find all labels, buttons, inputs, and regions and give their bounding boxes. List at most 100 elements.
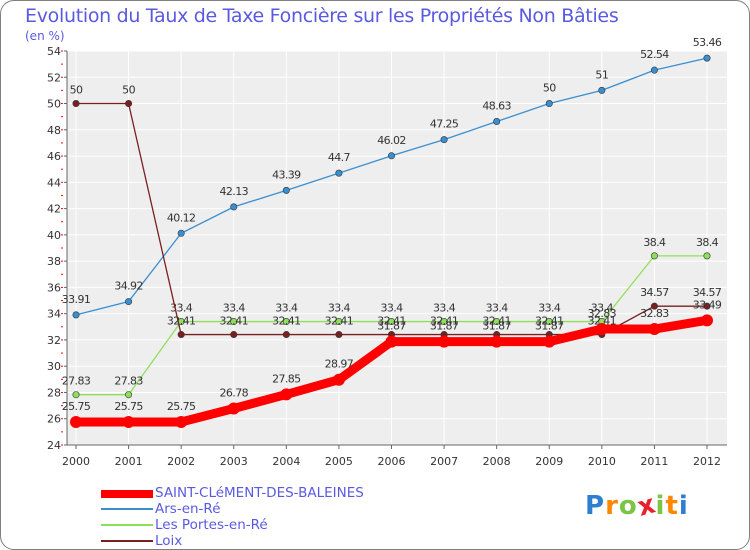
data-point — [543, 335, 556, 348]
logo-letter: i — [655, 491, 666, 521]
data-label: 34.57 — [640, 286, 669, 299]
legend-label: Loix — [155, 533, 183, 549]
x-tick-label: 2012 — [693, 455, 721, 468]
data-point — [177, 331, 185, 339]
series-2: 27.83 27.83 33.4 33.4 33.4 33.4 33.4 33.4 33.4 33… — [62, 236, 719, 399]
y-tick-label: 48 — [47, 124, 61, 137]
legend: SAINT-CLéMENT-DES-BALEINES Ars-en-Ré Les… — [101, 485, 431, 549]
data-point — [282, 186, 290, 194]
data-label: 33.4 — [328, 302, 351, 315]
data-point — [650, 66, 658, 74]
data-point — [598, 86, 606, 94]
data-point — [703, 302, 711, 310]
data-point — [122, 416, 135, 429]
data-label: 32.41 — [482, 315, 511, 328]
legend-label: Les Portes-en-Ré — [155, 517, 268, 533]
x-tick-label: 2010 — [588, 455, 616, 468]
data-label: 32.41 — [325, 315, 354, 328]
y-tick-label: 52 — [47, 71, 61, 84]
data-label: 32.41 — [430, 315, 459, 328]
data-point — [701, 314, 713, 327]
data-point — [490, 335, 503, 348]
data-label: 53.46 — [693, 36, 722, 49]
data-label: 33.4 — [433, 302, 456, 315]
data-label: 33.4 — [380, 302, 403, 315]
data-point — [125, 298, 133, 306]
data-label: 51 — [595, 68, 608, 81]
data-point — [175, 416, 188, 429]
proxiti-logo: Proxiti — [585, 489, 689, 523]
legend-swatch — [101, 490, 153, 498]
y-tick-label: 46 — [47, 150, 61, 163]
legend-item-loix: Loix — [101, 533, 431, 549]
y-tick-label: 34 — [47, 308, 61, 321]
data-label: 38.4 — [696, 236, 719, 249]
data-label: 40.12 — [167, 211, 196, 224]
data-label: 26.78 — [220, 386, 249, 399]
data-label: 43.39 — [272, 168, 301, 181]
legend-label: SAINT-CLéMENT-DES-BALEINES — [155, 485, 364, 501]
data-point — [440, 136, 448, 144]
data-label: 47.25 — [430, 118, 459, 131]
data-label: 50 — [122, 84, 135, 97]
y-tick-label: 38 — [47, 255, 61, 268]
x-tick-label: 2003 — [220, 455, 248, 468]
data-label: 42.13 — [220, 185, 249, 198]
data-label: 32.83 — [588, 307, 617, 320]
data-point — [595, 323, 608, 336]
y-tick-label: 26 — [47, 413, 61, 426]
x-tick-label: 2004 — [272, 455, 300, 468]
data-label: 25.75 — [62, 400, 91, 413]
data-label: 28.97 — [325, 358, 354, 371]
data-label: 25.75 — [167, 400, 196, 413]
x-tick-label: 2000 — [62, 455, 90, 468]
data-label: 31.87 — [535, 320, 564, 333]
data-label: 38.4 — [643, 236, 666, 249]
y-tick-label: 24 — [47, 439, 61, 452]
data-point — [703, 54, 711, 62]
plot-area — [67, 51, 727, 445]
data-label: 33.49 — [693, 298, 722, 311]
data-point — [385, 335, 398, 348]
data-point — [438, 335, 451, 348]
data-label: 33.91 — [62, 293, 91, 306]
data-point — [72, 100, 80, 108]
data-label: 31.87 — [482, 320, 511, 333]
y-tick-label: 44 — [47, 176, 61, 189]
data-label: 27.83 — [62, 375, 91, 388]
y-tick-label: 28 — [47, 386, 61, 399]
data-point — [230, 318, 238, 326]
data-label: 31.87 — [377, 320, 406, 333]
data-point — [440, 318, 448, 326]
series-0: 25.75 25.75 25.75 26.78 27.85 28.97 31.87 31.87… — [62, 298, 722, 429]
y-axis-unit-label: (en %) — [25, 29, 65, 43]
data-label: 33.4 — [486, 302, 509, 315]
x-tick-label: 2011 — [640, 455, 668, 468]
data-label: 33.4 — [275, 302, 298, 315]
data-point — [280, 388, 293, 401]
y-tick-label: 50 — [47, 98, 61, 111]
data-point — [125, 391, 133, 399]
x-tick-label: 2005 — [325, 455, 353, 468]
data-label: 50 — [543, 82, 556, 95]
data-label: 52.54 — [640, 48, 669, 61]
data-label: 32.41 — [220, 315, 249, 328]
data-label: 32.41 — [377, 315, 406, 328]
data-label: 32.83 — [640, 307, 669, 320]
data-label: 27.85 — [272, 372, 301, 385]
legend-swatch — [101, 524, 153, 526]
data-point — [703, 252, 711, 260]
data-point — [493, 318, 501, 326]
data-label: 32.41 — [588, 315, 617, 328]
data-point — [335, 318, 343, 326]
data-label: 31.87 — [430, 320, 459, 333]
data-point — [230, 331, 238, 339]
data-point — [387, 152, 395, 160]
data-point — [650, 302, 658, 310]
data-label: 46.02 — [377, 134, 406, 147]
data-label: 34.92 — [114, 280, 143, 293]
data-label: 32.41 — [272, 315, 301, 328]
data-point — [335, 169, 343, 177]
y-tick-label: 36 — [47, 281, 61, 294]
